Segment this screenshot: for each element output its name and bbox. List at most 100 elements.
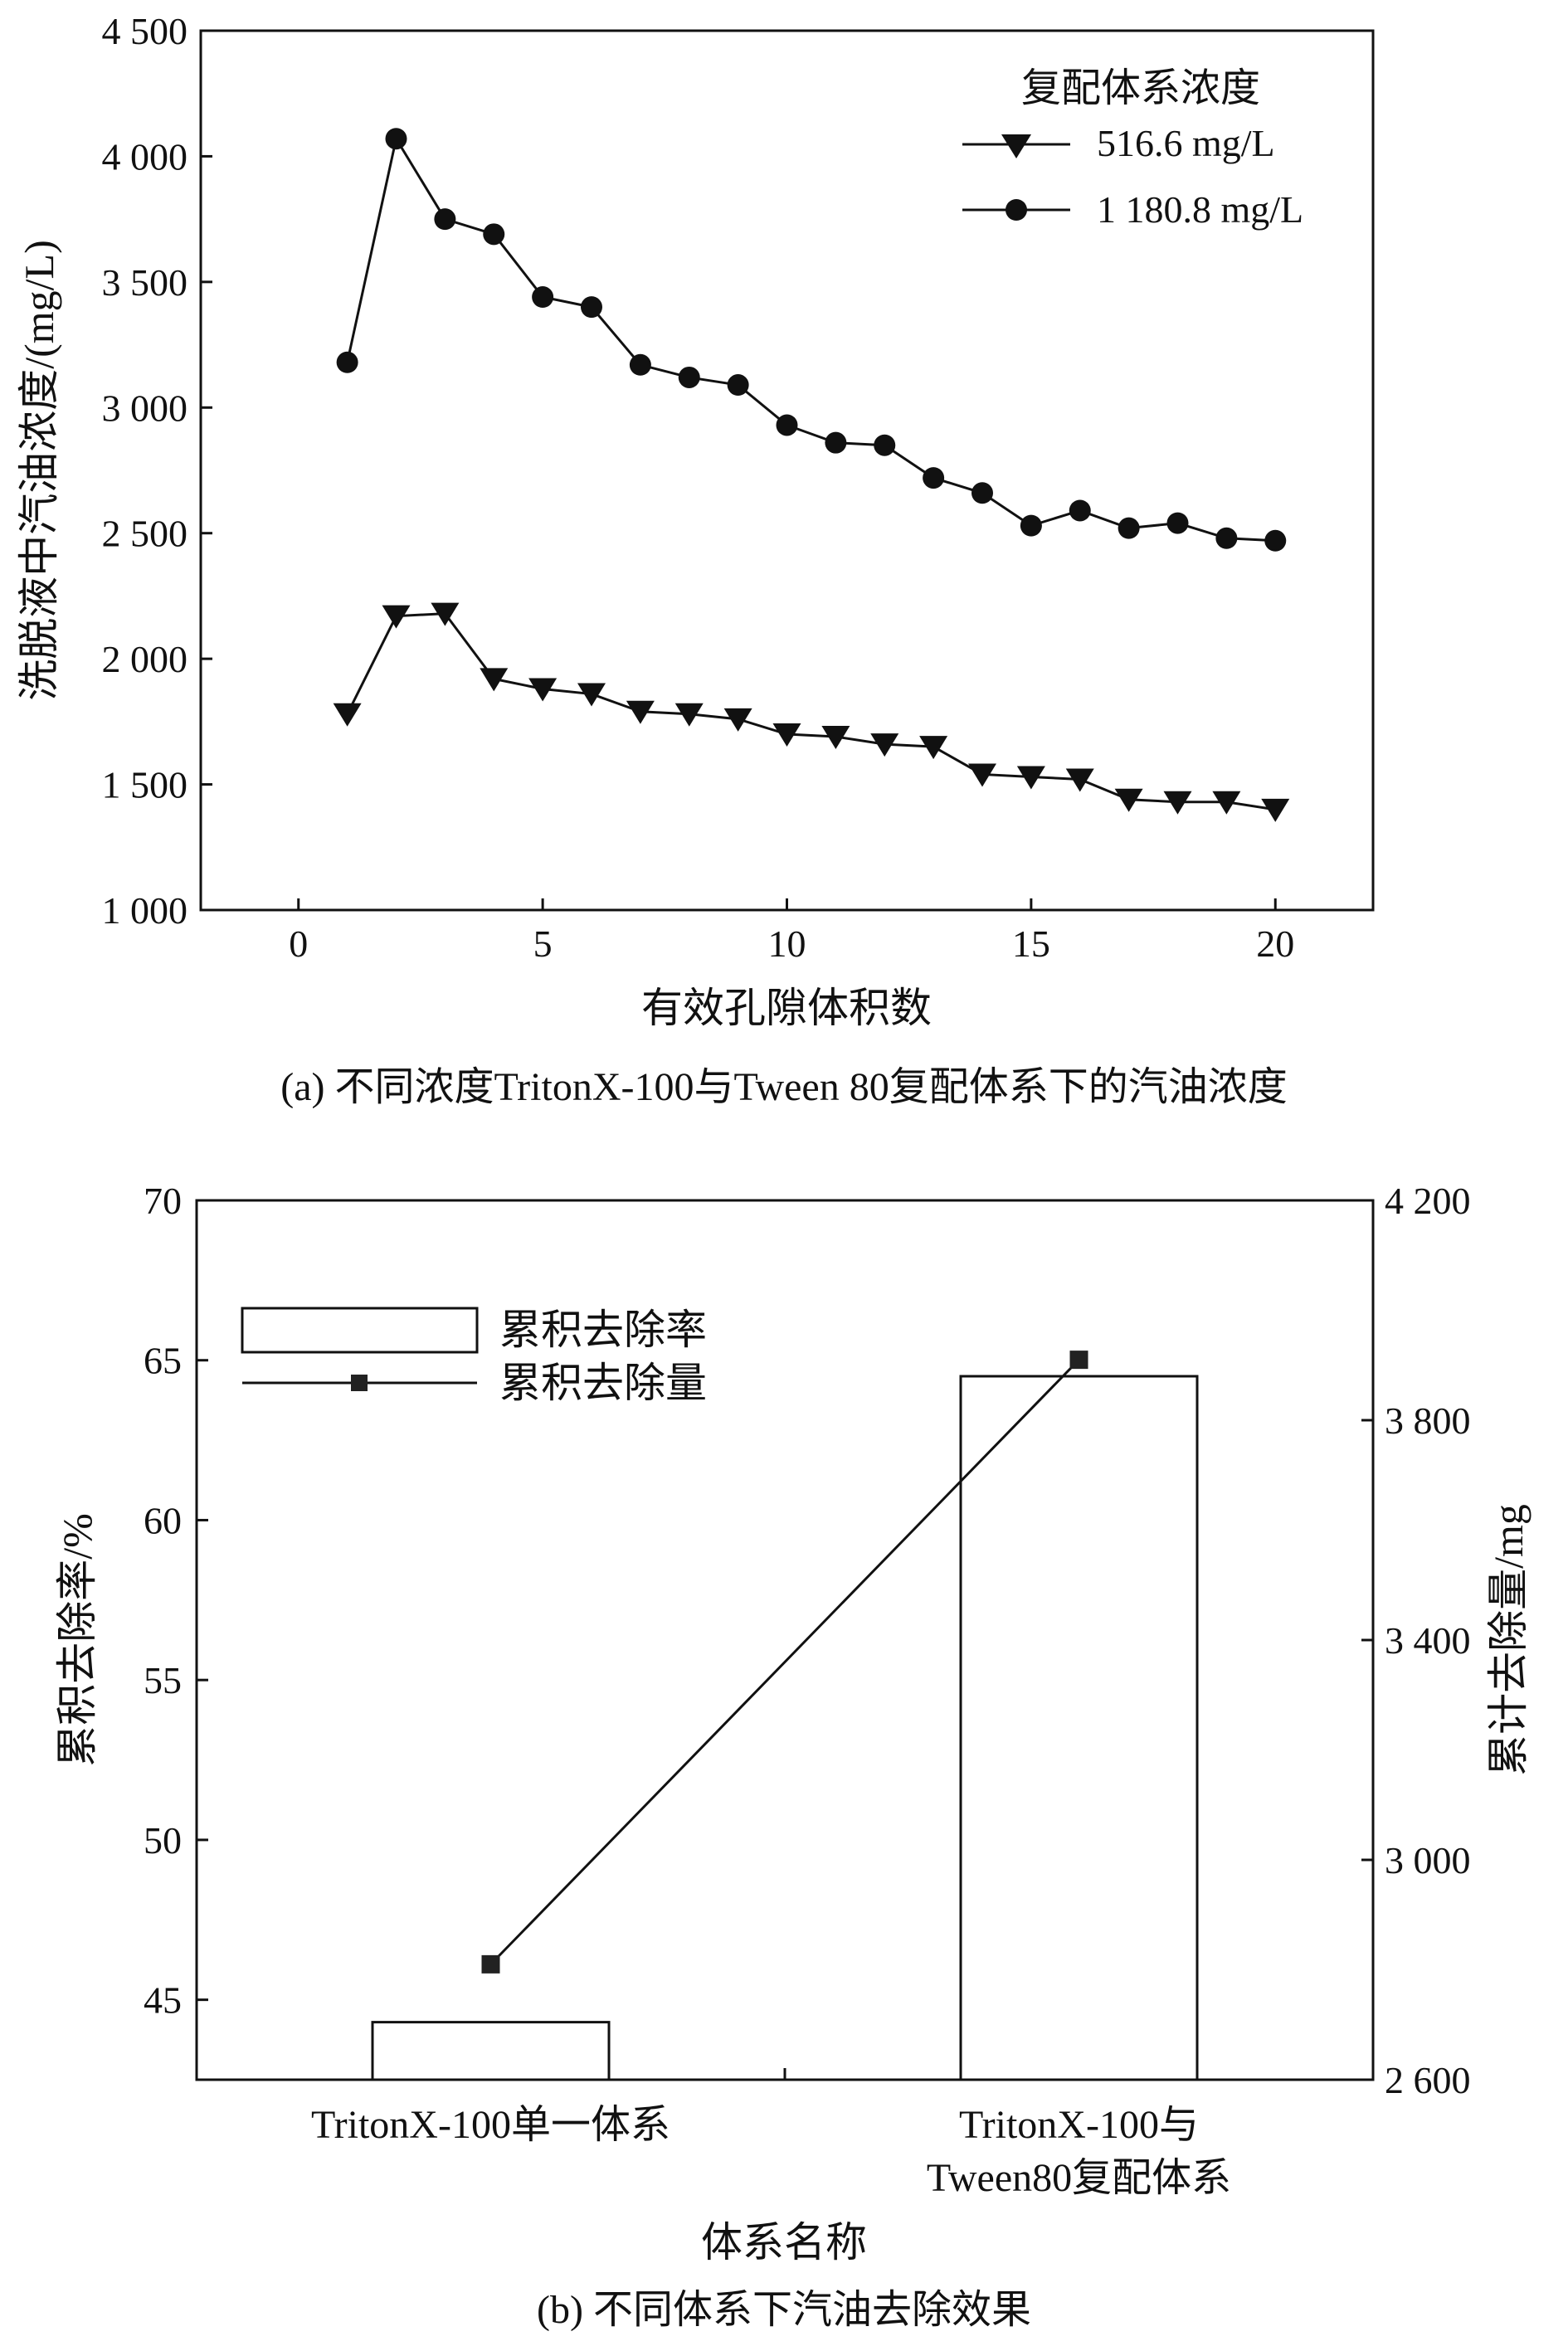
x-tick-label: 15 [1012,922,1050,965]
y-tick-label: 2 500 [102,513,188,555]
data-point [431,602,460,626]
legend-title: 复配体系浓度 [1021,66,1260,110]
data-point [821,726,850,750]
y2-tick-label: 3 800 [1385,1399,1471,1442]
data-point [1016,766,1045,790]
series-line [489,1359,1080,1965]
series-line [346,612,1276,811]
y2-tick-label: 3 000 [1385,1839,1471,1881]
bar-group [371,1375,1199,2081]
y-tick-label: 65 [144,1340,182,1382]
legend-marker-square [351,1375,368,1391]
data-point [483,223,505,246]
y-tick-label: 3 000 [102,387,188,429]
data-point [480,668,509,692]
data-point [382,605,411,629]
data-point [577,683,606,707]
caption-a: (a) 不同浓度TritonX-100与Tween 80复配体系下的汽油浓度 [280,1065,1287,1109]
legend-label-rate: 累积去除率 [499,1307,707,1353]
x-axis-label: 有效孔隙体积数 [641,985,932,1031]
legend: 复配体系浓度 516.6 mg/L 1 180.8 mg/L [962,66,1303,231]
data-point [825,431,847,454]
data-point [1069,1351,1088,1370]
data-point [919,736,948,760]
data-point [971,482,993,504]
x-tick-label: 20 [1256,922,1294,965]
data-point [1069,499,1091,522]
data-point [581,296,602,319]
panel-b-bar-line-chart: 45 50 55 60 65 70 2 600 3 000 3 400 3 800 4 200 T… [54,1180,1531,2332]
category-label-line: Tween80复配体系 [927,2156,1231,2200]
y-axis-label: 累积去除率/% [54,1513,100,1767]
data-point [385,128,407,150]
category-label-line: TritonX-100单一体系 [311,2103,670,2147]
data-point [1065,768,1094,792]
data-point [678,366,700,388]
legend-label-516: 516.6 mg/L [1097,122,1275,164]
bar [959,1375,1199,2081]
data-point [333,703,362,727]
legend-label-1180: 1 180.8 mg/L [1097,188,1303,231]
y-tick-label: 4 500 [102,10,188,52]
series-1 [333,602,1290,822]
data-point [434,208,456,231]
y-tick-label: 1 500 [102,764,188,806]
caption-b: (b) 不同体系下汽油去除效果 [537,2288,1031,2332]
data-point [723,708,752,732]
legend-marker-circle [1006,199,1027,221]
y-axis-label: 洗脱液中汽油浓度/(mg/L) [16,240,62,701]
x-axis-label: 体系名称 [701,2219,867,2266]
data-point [968,763,996,787]
data-point [629,353,651,376]
data-point [1264,529,1287,552]
data-point [1166,512,1189,534]
category-label: TritonX-100单一体系 [311,2103,670,2147]
data-point [923,467,945,489]
data-point [874,434,896,456]
data-point [727,374,749,397]
y2-axis-label: 累计去除量/mg [1485,1504,1531,1776]
data-point [1118,517,1140,539]
data-point [870,733,899,757]
panel-a-line-chart: 0 5 10 15 20 1 000 1 500 2 000 2 500 3 000 3 500 4… [16,10,1375,1109]
data-point [1114,788,1143,812]
series-2 [336,128,1287,552]
y-tick-label: 50 [144,1819,182,1862]
legend: 累积去除率 累积去除量 [241,1307,707,1406]
category-label: TritonX-100与 Tween80复配体系 [927,2103,1231,2200]
y2-tick-label: 3 400 [1385,1619,1471,1662]
y-tick-label: 45 [144,1979,182,2022]
legend-bar-swatch [241,1307,479,1354]
data-point [674,703,704,727]
series-group [333,128,1290,822]
data-point [772,723,801,747]
right-y-axis-ticks: 2 600 3 000 3 400 3 800 4 200 [1361,1180,1471,2101]
y-tick-label: 70 [144,1180,182,1222]
y-tick-label: 4 000 [102,135,188,178]
data-point [1215,527,1238,549]
data-point [1212,791,1241,815]
data-point [1163,791,1192,815]
data-point [481,1954,500,1974]
data-point [1261,798,1290,822]
data-point [532,286,554,309]
x-axis-ticks: TritonX-100单一体系 TritonX-100与 Tween80复配体系 [311,2068,1231,2200]
x-tick-label: 10 [768,922,806,965]
y-axis-ticks: 1 000 1 500 2 000 2 500 3 000 3 500 4 000 4 500 [102,10,212,932]
data-point [1020,514,1042,537]
left-y-axis-ticks: 45 50 55 60 65 70 [144,1180,208,2022]
bar [371,2021,611,2081]
data-point [528,678,558,702]
y-tick-label: 2 000 [102,638,188,680]
legend-marker-triangle [1001,134,1031,158]
y-tick-label: 55 [144,1659,182,1701]
data-point [626,700,655,724]
x-tick-label: 5 [533,922,553,965]
data-point [336,351,358,373]
y-tick-label: 60 [144,1499,182,1541]
line-group [481,1351,1088,1974]
y2-tick-label: 2 600 [1385,2059,1471,2101]
y-tick-label: 3 500 [102,261,188,304]
category-label-line: TritonX-100与 [959,2103,1199,2147]
